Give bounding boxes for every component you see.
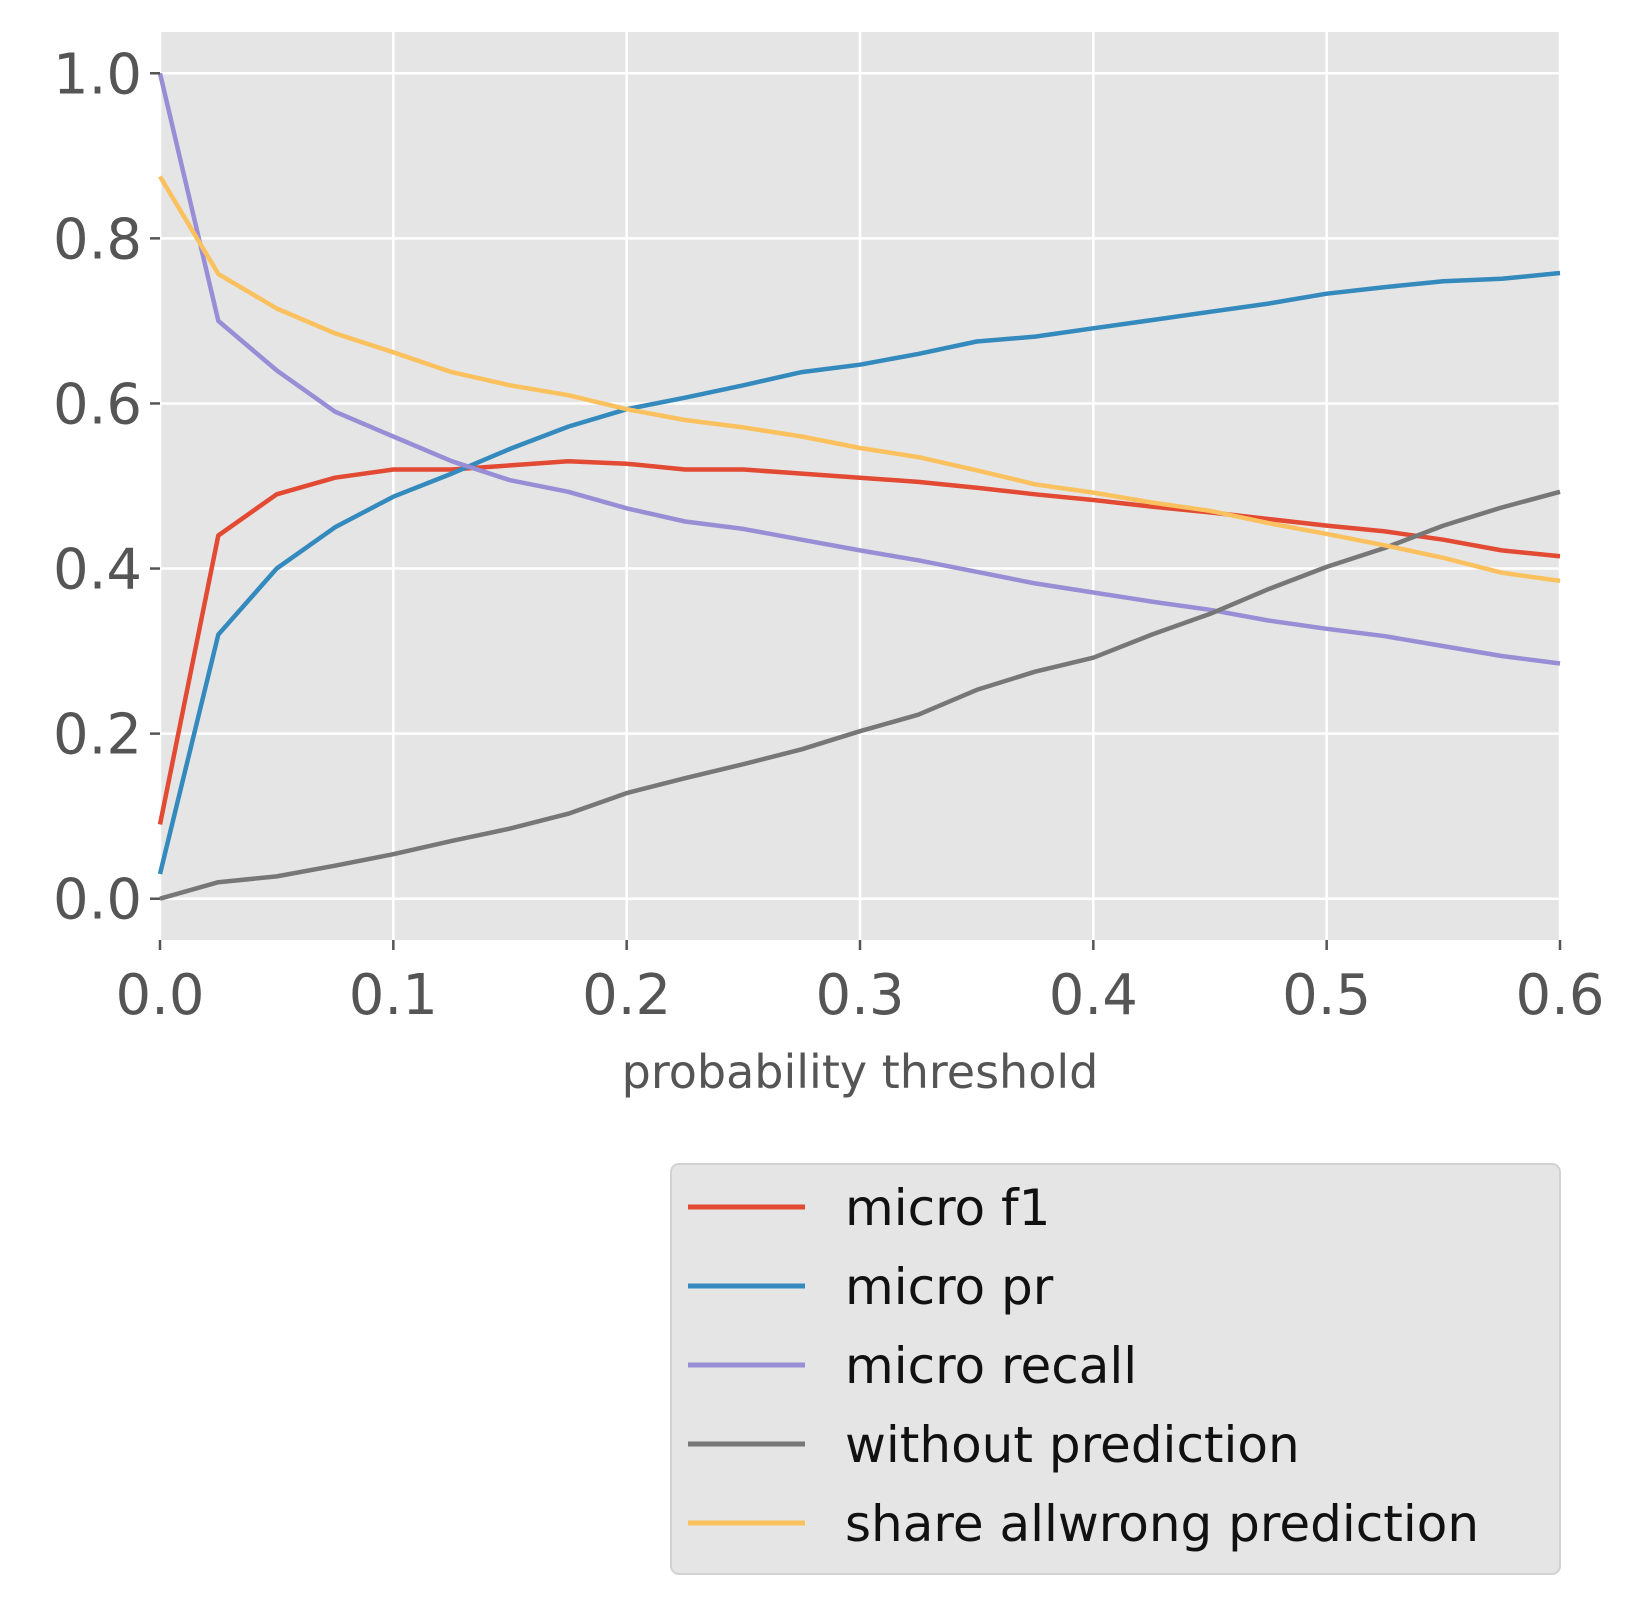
x-tick-label: 0.5 — [1282, 963, 1371, 1028]
y-tick-label: 0.0 — [53, 868, 142, 933]
legend: micro f1 micro pr micro recall without pred… — [670, 1163, 1561, 1575]
legend-label: micro recall — [845, 1337, 1137, 1395]
series-line-without-prediction — [159, 489, 1561, 901]
x-tick-label: 0.1 — [349, 963, 438, 1028]
legend-box — [670, 1163, 1561, 1575]
legend-label: without prediction — [845, 1416, 1300, 1474]
x-tick-label: 0.4 — [1049, 963, 1138, 1028]
x-tick-label: 0.0 — [115, 963, 204, 1028]
x-tick-label: 0.6 — [1515, 963, 1604, 1028]
y-tick-label: 0.4 — [53, 538, 142, 603]
legend-label: micro f1 — [845, 1179, 1050, 1237]
y-tick-label: 0.6 — [53, 372, 142, 437]
x-tick-label: 0.2 — [582, 963, 671, 1028]
x-axis: 0.0 0.1 0.2 0.3 0.4 0.5 0.6 — [115, 940, 1605, 1028]
series-line-share-allwrong-prediction — [158, 175, 1561, 584]
x-tick-label: 0.3 — [815, 963, 904, 1028]
series-line-micro-pr — [157, 270, 1561, 875]
legend-label: share allwrong prediction — [845, 1495, 1479, 1553]
y-tick-label: 1.0 — [53, 42, 142, 107]
y-tick-label: 0.2 — [53, 703, 142, 768]
series-line-micro-recall — [157, 72, 1561, 666]
series-line-micro-f1 — [157, 458, 1561, 825]
x-axis-label: probability threshold — [622, 1045, 1099, 1099]
y-tick-label: 0.8 — [53, 207, 142, 272]
series-layer — [157, 72, 1561, 901]
legend-label: micro pr — [845, 1258, 1054, 1316]
y-axis: 0.0 0.2 0.4 0.6 0.8 1.0 — [53, 42, 160, 933]
